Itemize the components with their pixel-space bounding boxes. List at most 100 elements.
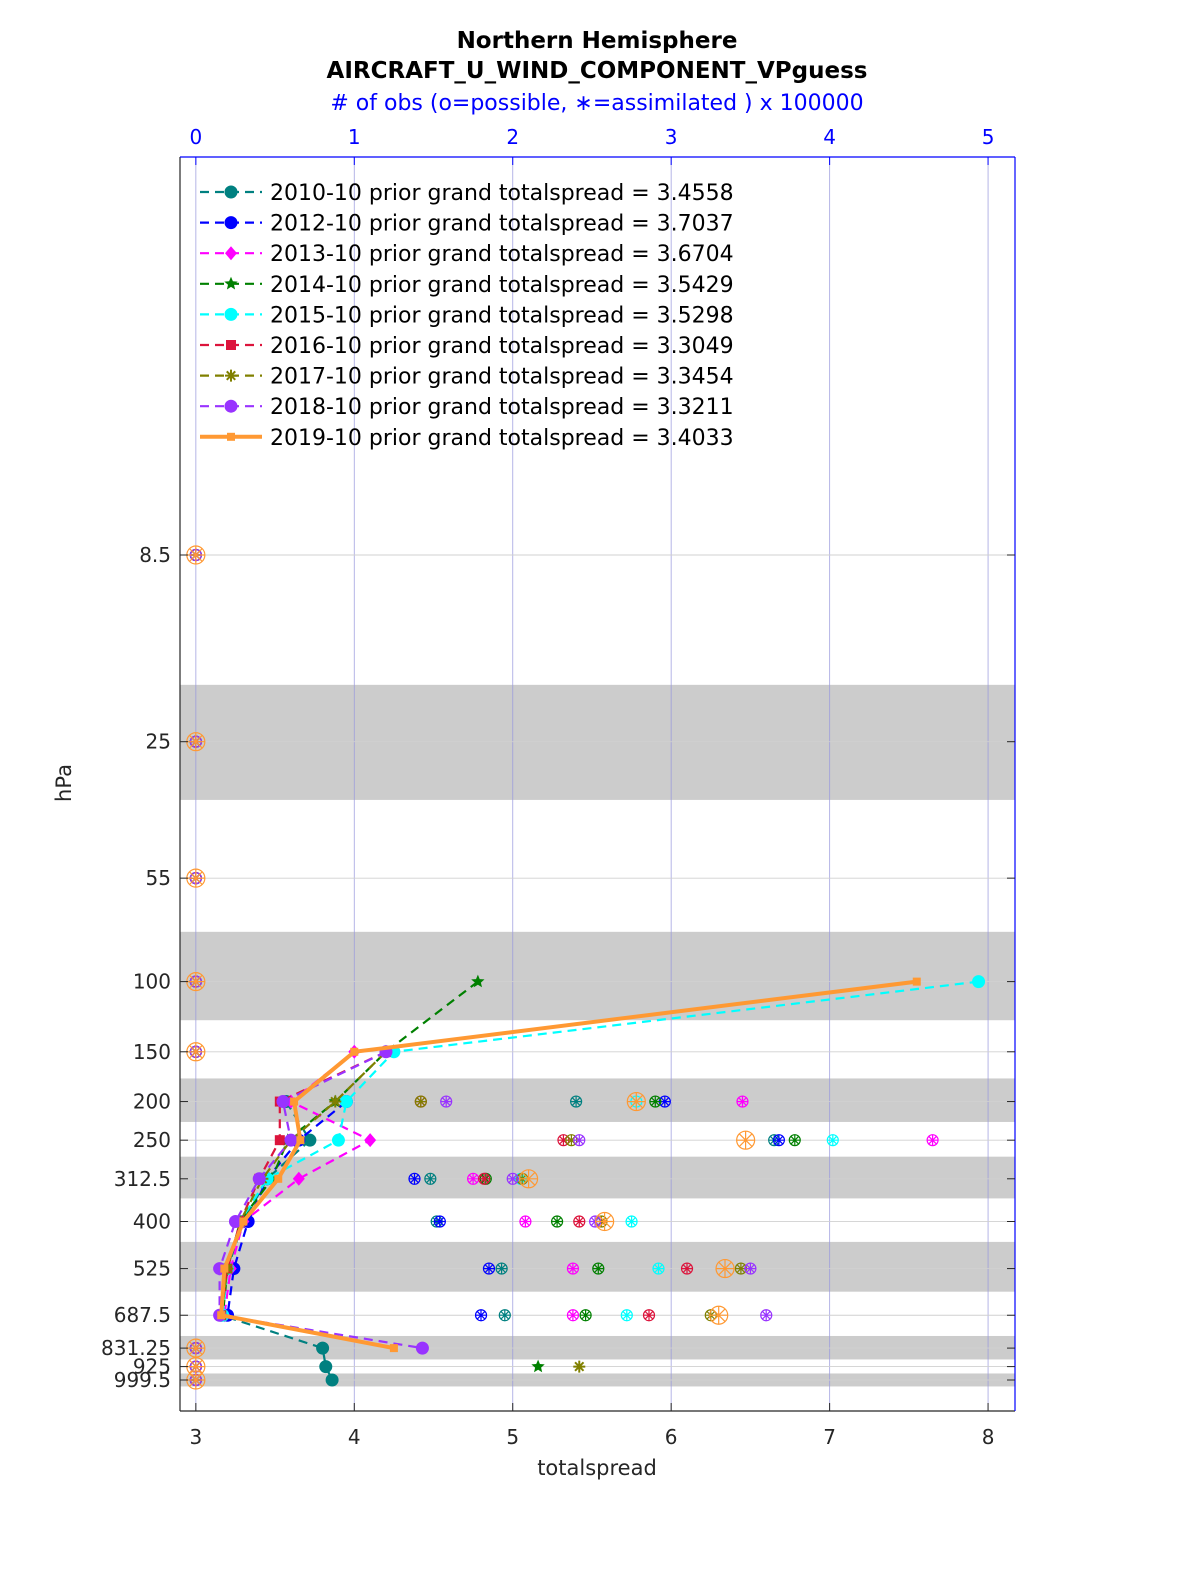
bottom-tick-label-3: 6 xyxy=(665,1425,678,1449)
obs-assimilated-0-5 xyxy=(570,1096,582,1108)
legend-label-6: 2017-10 prior grand totalspread = 3.3454 xyxy=(270,365,734,390)
level-label-13: 999.5 xyxy=(114,1368,171,1392)
y-axis-label: hPa xyxy=(52,764,76,802)
level-label-0: 8.5 xyxy=(139,543,171,567)
legend-marker-2 xyxy=(225,246,237,261)
obs-assimilated-8-10 xyxy=(709,1306,728,1325)
series-point-3-3 xyxy=(471,974,485,988)
obs-assimilated-1-10 xyxy=(475,1309,487,1321)
obs-assimilated-7-9 xyxy=(744,1263,756,1275)
legend-marker-8 xyxy=(227,432,235,441)
x-axis-label: totalspread xyxy=(537,1456,657,1480)
series-point-6-12 xyxy=(573,1360,586,1373)
obs-assimilated-6-6 xyxy=(565,1134,577,1146)
obs-assimilated-2-10 xyxy=(567,1309,579,1321)
obs-assimilated-8-13 xyxy=(186,1371,205,1389)
chart-subtitle: AIRCRAFT_U_WIND_COMPONENT_VPguess xyxy=(327,58,868,84)
obs-assimilated-5-9 xyxy=(681,1263,693,1275)
series-point-8-10 xyxy=(217,1311,226,1320)
legend-label-8: 2019-10 prior grand totalspread = 3.4033 xyxy=(270,426,734,451)
obs-assimilated-2-8 xyxy=(519,1216,531,1227)
level-label-11: 831.25 xyxy=(101,1336,171,1360)
series-point-6-5 xyxy=(329,1095,342,1108)
obs-assimilated-4-6 xyxy=(827,1134,839,1146)
obs-assimilated-2-7 xyxy=(467,1173,479,1185)
level-label-5: 200 xyxy=(133,1090,171,1114)
obs-assimilated-3-5 xyxy=(649,1096,661,1108)
bottom-tick-label-2: 5 xyxy=(506,1425,519,1449)
shaded-layer-4 xyxy=(180,1241,1015,1292)
series-point-4-5 xyxy=(339,1095,353,1109)
chart-title: Northern Hemisphere xyxy=(457,28,738,54)
top-tick-label-3: 3 xyxy=(665,125,678,149)
obs-assimilated-7-5 xyxy=(440,1096,452,1108)
series-point-8-4 xyxy=(350,1047,359,1056)
obs-assimilated-8-5 xyxy=(627,1092,646,1111)
obs-assimilated-8-9 xyxy=(716,1259,734,1278)
top-tick-label-5: 5 xyxy=(982,125,995,149)
level-label-9: 525 xyxy=(133,1257,171,1281)
obs-assimilated-8-6 xyxy=(736,1131,755,1150)
bottom-tick-label-5: 8 xyxy=(982,1425,995,1449)
series-point-5-6 xyxy=(274,1135,285,1146)
obs-assimilated-5-8 xyxy=(573,1216,585,1227)
obs-assimilated-5-7 xyxy=(478,1173,490,1185)
obs-assimilated-4-8 xyxy=(626,1216,638,1227)
series-point-0-11 xyxy=(316,1341,330,1355)
obs-assimilated-3-9 xyxy=(592,1263,604,1275)
series-line-1-0 xyxy=(226,1100,348,1316)
grid-lines xyxy=(180,157,1015,1411)
series-point-4-3 xyxy=(972,975,986,989)
series-lines xyxy=(213,974,986,1387)
obs-assimilated-3-10 xyxy=(580,1309,592,1321)
top-tick-label-2: 2 xyxy=(506,125,519,149)
series-point-4-6 xyxy=(331,1133,345,1147)
series-point-3-12 xyxy=(531,1359,545,1373)
legend: 2010-10 prior grand totalspread = 3.4558… xyxy=(200,181,734,451)
level-label-8: 400 xyxy=(133,1210,171,1234)
obs-assimilated-1-5 xyxy=(659,1096,671,1108)
obs-assimilated-5-10 xyxy=(643,1309,655,1321)
obs-assimilated-1-6 xyxy=(773,1134,785,1146)
legend-marker-5 xyxy=(226,340,236,350)
obs-assimilated-6-9 xyxy=(735,1263,747,1275)
legend-marker-6 xyxy=(225,369,237,382)
obs-assimilated-8-2 xyxy=(186,869,205,888)
level-label-7: 312.5 xyxy=(114,1167,171,1191)
legend-label-7: 2018-10 prior grand totalspread = 3.3211 xyxy=(270,395,734,420)
top-tick-label-4: 4 xyxy=(823,125,836,149)
series-point-2-6 xyxy=(364,1133,377,1148)
series-point-8-7 xyxy=(274,1174,283,1183)
series-point-8-6 xyxy=(296,1136,305,1145)
obs-assimilated-7-6 xyxy=(573,1134,585,1146)
series-line-7-0 xyxy=(218,1050,423,1350)
obs-assimilated-8-8 xyxy=(595,1212,614,1231)
obs-assimilated-0-10 xyxy=(499,1309,511,1321)
obs-assimilated-8-4 xyxy=(186,1042,205,1061)
obs-assimilated-1-7 xyxy=(409,1173,420,1185)
series-line-4-0 xyxy=(221,980,979,1316)
obs-assimilated-8-3 xyxy=(186,972,205,991)
obs-assimilated-2-6 xyxy=(927,1134,939,1146)
legend-label-1: 2012-10 prior grand totalspread = 3.7037 xyxy=(270,212,734,237)
obs-assimilated-3-6 xyxy=(789,1134,801,1146)
series-point-2-7 xyxy=(292,1171,305,1186)
obs-assimilated-6-5 xyxy=(415,1096,427,1108)
series-point-0-12 xyxy=(319,1360,333,1374)
legend-label-0: 2010-10 prior grand totalspread = 3.4558 xyxy=(270,181,734,206)
series-point-8-9 xyxy=(220,1264,229,1273)
bottom-tick-label-1: 4 xyxy=(348,1425,361,1449)
legend-marker-4 xyxy=(224,307,238,321)
bottom-tick-label-4: 7 xyxy=(823,1425,836,1449)
obs-assimilated-2-9 xyxy=(567,1263,579,1275)
series-point-8-5 xyxy=(290,1097,299,1106)
level-label-2: 55 xyxy=(146,866,171,890)
obs-assimilated-8-7 xyxy=(519,1169,538,1188)
shaded-layer-1 xyxy=(180,931,1015,1021)
legend-label-5: 2016-10 prior grand totalspread = 3.3049 xyxy=(270,334,734,359)
shaded-layer-2 xyxy=(180,1078,1015,1122)
legend-label-2: 2013-10 prior grand totalspread = 3.6704 xyxy=(270,242,734,267)
series-point-7-7 xyxy=(252,1172,266,1186)
level-label-10: 687.5 xyxy=(114,1303,171,1327)
